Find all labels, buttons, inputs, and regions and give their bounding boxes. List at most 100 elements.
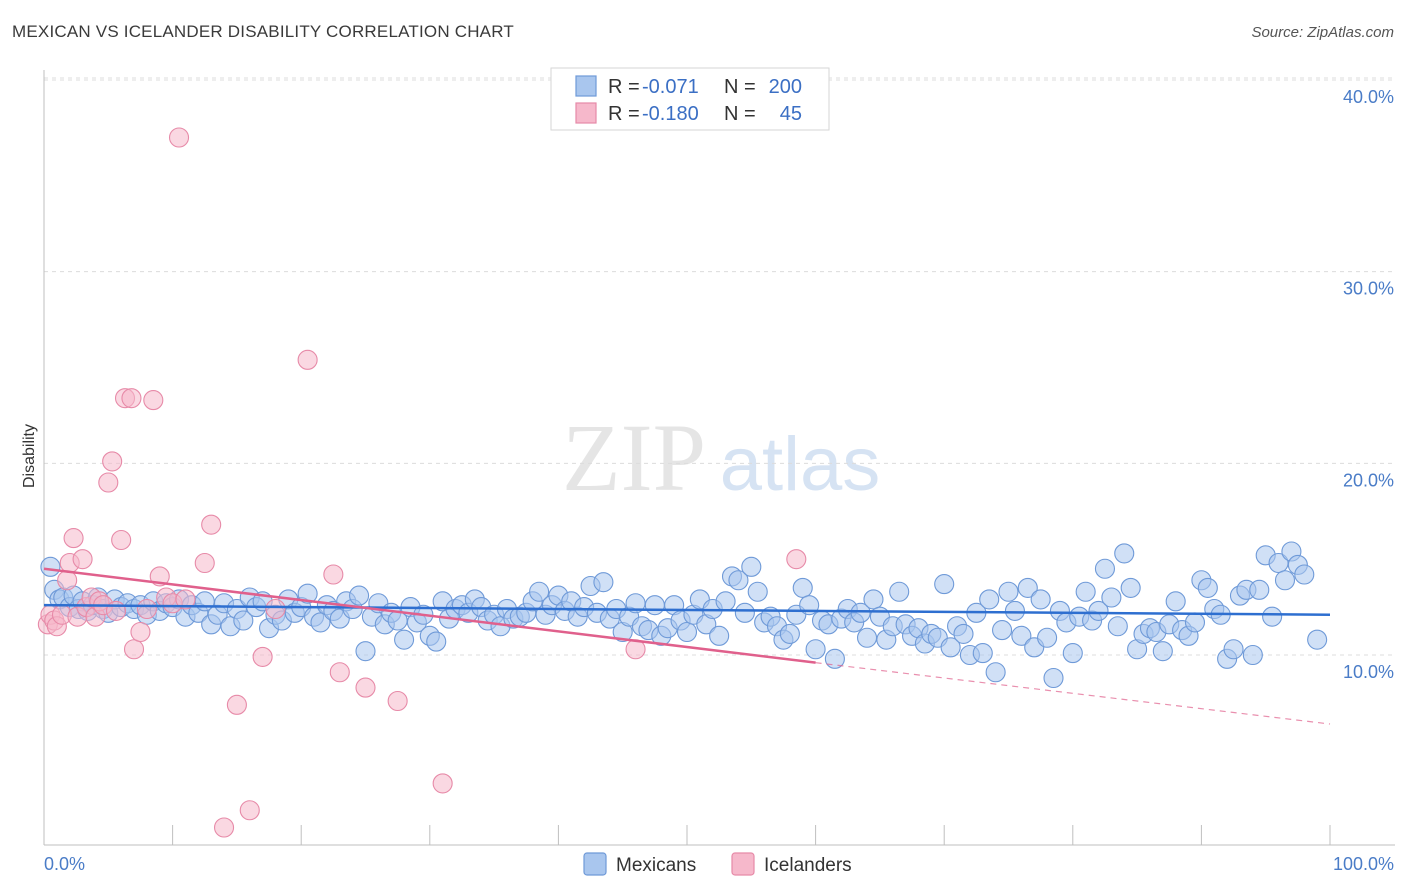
trend-lines (43, 567, 1331, 725)
mexicans-point (1184, 612, 1206, 633)
mexicans-point (1107, 616, 1128, 637)
mexicans-point (715, 591, 736, 612)
source-label: Source: ZipAtlas.com (1251, 24, 1394, 41)
mexicans-point (850, 602, 871, 623)
mexicans-point (1223, 639, 1244, 660)
icelanders-point (432, 773, 453, 794)
legend-n-value-mexicans: 200 (769, 76, 802, 98)
mexicans-point (734, 602, 755, 623)
gridlines (44, 77, 1395, 656)
mexicans-point (644, 595, 665, 616)
icelanders-point (355, 677, 376, 698)
mexicans-point (856, 627, 878, 648)
mexicans-point (824, 648, 845, 669)
icelanders-point (175, 589, 196, 610)
mexicans-point (1017, 577, 1038, 598)
mexicans-point (779, 623, 800, 644)
icelanders-point (105, 600, 127, 621)
icelanders-point (168, 127, 190, 148)
mexicans-point (1075, 581, 1096, 602)
stats-legend: R = -0.071 N = 200 R = -0.180 N = 45 (550, 67, 830, 131)
mexicans-point (985, 662, 1006, 683)
x-tick-label-100: 100.0% (1333, 854, 1394, 874)
legend-r-label-icelanders: R = (608, 103, 640, 125)
icelanders-trend-extension (815, 662, 1331, 725)
mexicans-point (1037, 627, 1058, 648)
mexicans-point (1062, 643, 1083, 664)
icelanders-points (37, 127, 807, 838)
icelanders-point (239, 800, 260, 821)
mexicans-point (1094, 558, 1115, 579)
mexicans-point (940, 637, 961, 658)
legend-swatch-mexicans (575, 75, 597, 97)
mexicans-point (1307, 629, 1328, 650)
watermark: ZIP atlas (562, 404, 880, 511)
mexicans-point (728, 570, 749, 591)
mexicans-point (233, 610, 254, 631)
legend-r-value-icelanders: -0.180 (642, 103, 699, 125)
y-tick-label-30: 30.0% (1343, 279, 1394, 299)
mexicans-point (972, 643, 993, 664)
mexicans-point (349, 585, 370, 606)
watermark-zip: ZIP (562, 404, 706, 511)
x-tick-label-0: 0.0% (44, 854, 85, 874)
mexicans-point (426, 631, 447, 652)
axes (43, 70, 1395, 846)
icelanders-point (323, 564, 344, 585)
y-axis-label: Disability (21, 424, 38, 488)
mexicans-point (1165, 591, 1186, 612)
mexicans-trend-line (43, 603, 1331, 616)
icelanders-trend-line (43, 567, 816, 664)
icelanders-point (226, 694, 247, 715)
mexicans-point (953, 623, 974, 644)
y-tick-label-40: 40.0% (1343, 87, 1394, 107)
icelanders-point (111, 529, 132, 551)
chart-title: MEXICAN VS ICELANDER DISABILITY CORRELAT… (12, 22, 514, 41)
y-tick-label-20: 20.0% (1343, 470, 1394, 490)
mexicans-point (1030, 589, 1051, 610)
icelanders-point (194, 552, 215, 574)
icelanders-point (387, 690, 408, 712)
icelanders-point (201, 514, 222, 535)
mexicans-point (355, 641, 376, 662)
icelanders-point (130, 621, 151, 643)
mexicans-point (979, 589, 1000, 610)
mexicans-point (1294, 564, 1315, 585)
legend-r-label-mexicans: R = (608, 76, 640, 98)
legend-n-value-icelanders: 45 (780, 103, 802, 125)
mexicans-point (1088, 600, 1109, 621)
icelanders-point (297, 349, 318, 370)
mexicans-point (1043, 667, 1064, 689)
mexicans-point (1249, 579, 1270, 600)
y-tick-labels: 10.0% 20.0% 30.0% 40.0% (1343, 87, 1394, 682)
mexicans-point (792, 577, 813, 598)
mexicans-point (1242, 644, 1263, 666)
legend-n-label-icelanders: N = (724, 103, 756, 125)
mexicans-point (998, 581, 1019, 602)
legend-n-label-mexicans: N = (724, 76, 756, 98)
mexicans-point (297, 583, 318, 604)
icelanders-point (786, 549, 807, 570)
icelanders-point (136, 598, 157, 620)
mexicans-point (863, 589, 884, 610)
mexicans-point (1101, 587, 1122, 608)
icelanders-point (213, 817, 235, 838)
icelanders-point (329, 662, 350, 683)
mexicans-points (40, 541, 1328, 689)
legend-r-value-mexicans: -0.071 (642, 76, 699, 98)
mexicans-point (992, 620, 1013, 641)
legend-swatch-icelanders (575, 102, 597, 124)
icelanders-point (121, 388, 142, 409)
mexicans-point (1274, 570, 1296, 591)
mexicans-point (40, 556, 61, 577)
series-legend-label-icelanders: Icelanders (764, 855, 852, 876)
series-legend-label-mexicans: Mexicans (616, 855, 696, 876)
icelanders-point (252, 646, 273, 667)
mexicans-point (1152, 641, 1173, 662)
icelanders-point (123, 639, 145, 660)
stats-legend-box (550, 67, 830, 131)
mexicans-point (709, 625, 730, 646)
icelanders-point (63, 528, 84, 549)
watermark-atlas: atlas (720, 422, 881, 507)
